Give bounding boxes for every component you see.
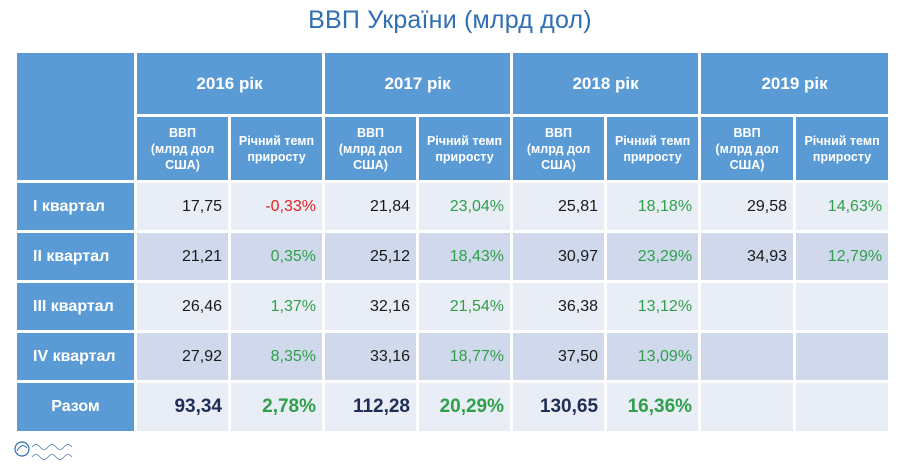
gdp-value-cell: 21,21: [134, 230, 231, 283]
growth-value-cell: 21,54%: [416, 280, 514, 333]
gdp-value-cell: 25,12: [322, 230, 420, 283]
growth-column-header: Річний темп приросту: [227, 114, 326, 183]
row-label: III квартал: [14, 280, 137, 333]
gdp-value-cell: 130,65: [510, 380, 608, 434]
table-row: I квартал 17,75 -0,33% 21,84 23,04% 25,81 18,1…: [14, 180, 892, 233]
header-line: (млрд дол: [150, 141, 215, 156]
header-line: США): [729, 157, 765, 172]
growth-value-cell: 20,29%: [416, 380, 514, 434]
header-line: ВВП: [733, 125, 761, 140]
gdp-table: 2016 рік 2017 рік 2018 рік 2019 рік ВВП(…: [14, 50, 892, 434]
growth-value-cell: [793, 330, 892, 383]
growth-value-cell: 23,29%: [604, 230, 702, 283]
growth-value-cell: 18,18%: [604, 180, 702, 233]
gdp-column-header: ВВП (млрд дол США): [698, 114, 797, 183]
gdp-value-cell: [698, 380, 797, 434]
gdp-value-cell: 93,34: [134, 380, 231, 434]
header-line: приросту: [812, 149, 872, 164]
growth-value-cell: 0,35%: [227, 230, 326, 283]
row-label: I квартал: [14, 180, 137, 233]
header-line: США): [541, 157, 576, 172]
header-line: (млрд дол: [526, 141, 591, 156]
header-line: ВВП: [356, 125, 385, 140]
growth-value-cell: 14,63%: [793, 180, 892, 233]
header-line: США): [165, 157, 200, 172]
growth-column-header: Річний темп приросту: [604, 114, 702, 183]
growth-value-cell: 2,78%: [227, 380, 326, 434]
gdp-value-cell: [698, 280, 797, 333]
header-line: (млрд дол: [715, 141, 779, 156]
table-row: Разом 93,34 2,78% 112,28 20,29% 130,65 16,36%: [14, 380, 892, 434]
gdp-value-cell: 36,38: [510, 280, 608, 333]
gdp-value-cell: 30,97: [510, 230, 608, 283]
gdp-value-cell: [698, 330, 797, 383]
gdp-value-cell: 27,92: [134, 330, 231, 383]
growth-value-cell: 18,77%: [416, 330, 514, 383]
row-label: Разом: [14, 380, 137, 434]
header-line: Річний темп: [614, 133, 691, 148]
gdp-value-cell: 21,84: [322, 180, 420, 233]
year-header: 2018 рік: [510, 50, 702, 117]
table-row: III квартал 26,46 1,37% 32,16 21,54% 36,38 13,…: [14, 280, 892, 333]
growth-value-cell: [793, 280, 892, 333]
header-line: ВВП: [168, 125, 197, 140]
year-header: 2019 рік: [698, 50, 892, 117]
header-line: ВВП: [545, 125, 573, 140]
gdp-value-cell: 29,58: [698, 180, 797, 233]
header-line: Річний темп: [804, 133, 880, 148]
table-row: IV квартал 27,92 8,35% 33,16 18,77% 37,50 13,0…: [14, 330, 892, 383]
gdp-value-cell: 25,81: [510, 180, 608, 233]
gdp-value-cell: 37,50: [510, 330, 608, 383]
growth-value-cell: 1,37%: [227, 280, 326, 333]
gdp-column-header: ВВП (млрд дол США): [510, 114, 608, 183]
growth-value-cell: -0,33%: [227, 180, 326, 233]
gdp-value-cell: 32,16: [322, 280, 420, 333]
page-title: ВВП України (млрд дол): [308, 6, 592, 34]
growth-value-cell: 13,09%: [604, 330, 702, 383]
table-row: II квартал 21,21 0,35% 25,12 18,43% 30,97 23,2…: [14, 230, 892, 283]
gdp-column-header: ВВП (млрд дол США): [134, 114, 231, 183]
header-line: приросту: [435, 149, 494, 164]
growth-value-cell: 13,12%: [604, 280, 702, 333]
gdp-column-header: ВВП (млрд дол США): [322, 114, 420, 183]
growth-value-cell: 23,04%: [416, 180, 514, 233]
gdp-value-cell: 17,75: [134, 180, 231, 233]
header-line: (млрд дол: [338, 141, 403, 156]
gdp-value-cell: 33,16: [322, 330, 420, 383]
corner-cell: [14, 50, 137, 183]
header-line: США): [353, 157, 388, 172]
gdp-value-cell: 112,28: [322, 380, 420, 434]
header-line: приросту: [623, 149, 682, 164]
growth-value-cell: 12,79%: [793, 230, 892, 283]
header-line: приросту: [247, 149, 306, 164]
header-line: Річний темп: [426, 133, 503, 148]
growth-column-header: Річний темп приросту: [416, 114, 514, 183]
growth-value-cell: [793, 380, 892, 434]
gdp-value-cell: 34,93: [698, 230, 797, 283]
growth-value-cell: 8,35%: [227, 330, 326, 383]
year-header: 2017 рік: [322, 50, 514, 117]
growth-value-cell: 18,43%: [416, 230, 514, 283]
row-label: II квартал: [14, 230, 137, 283]
row-label: IV квартал: [14, 330, 137, 383]
growth-column-header: Річний темп приросту: [793, 114, 892, 183]
year-header: 2016 рік: [133, 50, 326, 117]
header-line: Річний темп: [238, 133, 315, 148]
gdp-value-cell: 26,46: [134, 280, 231, 333]
company-logo: [14, 441, 73, 460]
growth-value-cell: 16,36%: [604, 380, 702, 434]
